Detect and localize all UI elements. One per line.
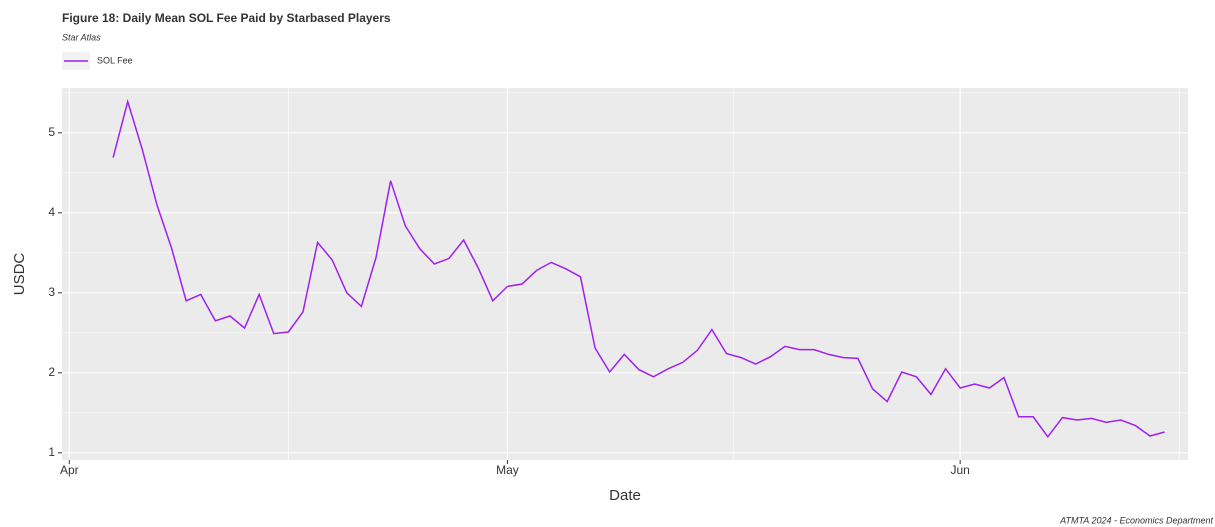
x-tick-label: Apr <box>60 463 79 477</box>
legend-label: SOL Fee <box>97 55 133 65</box>
y-tick-label: 3 <box>48 285 55 299</box>
plot-panel <box>62 88 1188 460</box>
caption: ATMTA 2024 - Economics Department <box>1059 515 1213 525</box>
x-tick-label: May <box>496 463 519 477</box>
y-tick-label: 2 <box>48 365 55 379</box>
x-tick-label: Jun <box>950 463 969 477</box>
chart-title: Figure 18: Daily Mean SOL Fee Paid by St… <box>62 11 391 25</box>
y-tick-label: 1 <box>48 445 55 459</box>
data-line <box>112 98 1165 439</box>
y-tick-label: 4 <box>48 205 55 219</box>
y-axis-label: USDC <box>11 253 28 296</box>
y-tick-label: 5 <box>48 125 55 139</box>
x-axis-label: Date <box>609 487 641 504</box>
chart-subtitle: Star Atlas <box>62 32 101 42</box>
